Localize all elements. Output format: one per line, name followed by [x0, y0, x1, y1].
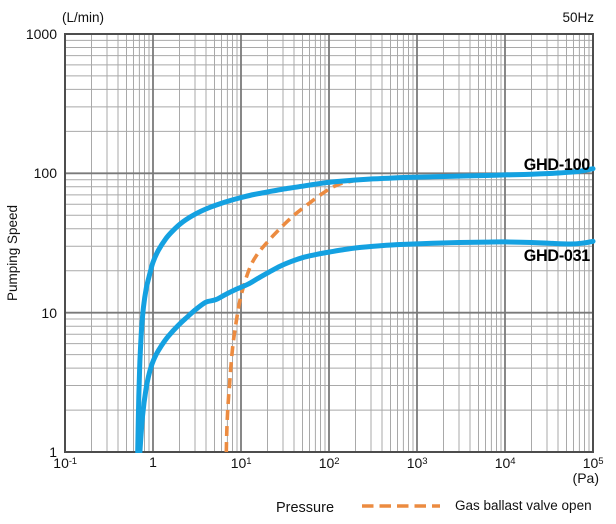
x-tick-label: 105	[582, 455, 604, 471]
x-axis-title: Pressure	[275, 500, 335, 516]
y-tick-label: 100	[33, 165, 57, 182]
curve-label-ghd-031: GHD-031	[523, 246, 591, 265]
x-tick-label: 101	[230, 455, 252, 471]
curves	[135, 166, 596, 453]
frequency-annotation: 50Hz	[562, 10, 594, 25]
x-tick-label: 1	[149, 454, 157, 470]
x-tick-label: 104	[494, 455, 516, 471]
y-tick-label: 1000	[25, 26, 57, 42]
ghd-100-curve	[135, 166, 596, 453]
x-axis-unit: (Pa)	[572, 470, 599, 486]
ghd-031-curve	[137, 238, 596, 453]
gas-ballast-valve-open-curve	[224, 179, 353, 453]
x-tick-label: 10-1	[53, 455, 77, 471]
y-tick-label: 10	[41, 304, 57, 321]
dashed-line-icon	[362, 503, 440, 508]
legend: Gas ballast valve open	[360, 498, 592, 513]
curve-label-ghd-100: GHD-100	[523, 155, 591, 174]
legend-label: Gas ballast valve open	[455, 498, 592, 513]
y-tick-label: 1	[49, 444, 57, 460]
y-axis-unit: (L/min)	[62, 10, 105, 25]
x-tick-label: 103	[406, 455, 428, 471]
x-tick-label: 102	[318, 455, 340, 471]
